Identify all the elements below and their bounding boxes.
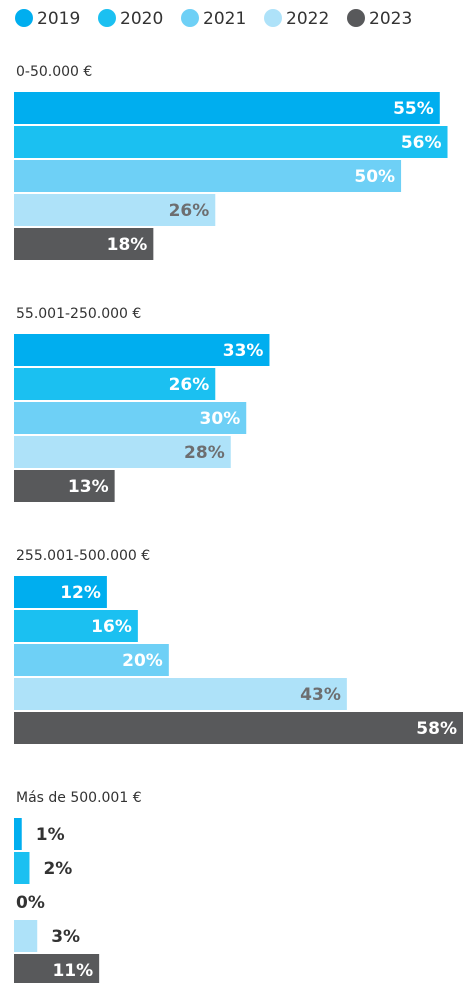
bar <box>14 954 100 983</box>
legend-label: 2023 <box>369 9 412 29</box>
legend-swatch <box>264 9 282 27</box>
value-label: 56% <box>401 133 442 153</box>
bar <box>14 852 30 884</box>
value-label: 16% <box>91 617 132 637</box>
legend-swatch <box>98 9 116 27</box>
bar <box>14 712 463 744</box>
bar <box>14 402 247 434</box>
category-label: 0-50.000 € <box>16 64 92 80</box>
value-label: 12% <box>60 583 101 603</box>
bar <box>14 368 216 400</box>
value-label: 0% <box>16 893 45 913</box>
value-label: 26% <box>169 375 210 395</box>
bar <box>14 126 448 158</box>
legend-label: 2022 <box>286 9 329 29</box>
bar <box>14 818 22 850</box>
legend-swatch <box>15 9 33 27</box>
bar <box>14 92 440 124</box>
value-label: 30% <box>200 409 241 429</box>
bar <box>14 920 38 952</box>
value-label: 26% <box>169 201 210 221</box>
value-label: 1% <box>36 825 65 845</box>
category-label: 55.001-250.000 € <box>16 306 141 322</box>
value-label: 58% <box>416 719 457 739</box>
value-label: 18% <box>107 235 148 255</box>
bar <box>14 644 169 676</box>
value-label: 11% <box>52 961 93 981</box>
bar <box>14 470 115 502</box>
legend-label: 2020 <box>120 9 163 29</box>
value-label: 13% <box>68 477 109 497</box>
value-label: 43% <box>300 685 341 705</box>
value-label: 50% <box>354 167 395 187</box>
legend-swatch <box>181 9 199 27</box>
bar <box>14 436 231 468</box>
bar <box>14 228 154 260</box>
legend-swatch <box>347 9 365 27</box>
value-label: 28% <box>184 443 225 463</box>
value-label: 33% <box>223 341 264 361</box>
value-label: 55% <box>393 99 434 119</box>
bar <box>14 610 138 642</box>
bar <box>14 576 107 608</box>
bar <box>14 334 270 366</box>
legend-label: 2019 <box>37 9 80 29</box>
legend-label: 2021 <box>203 9 246 29</box>
value-label: 3% <box>51 927 80 947</box>
value-label: 2% <box>43 859 72 879</box>
bar <box>14 678 347 710</box>
category-label: Más de 500.001 € <box>16 790 142 806</box>
bar <box>14 194 216 226</box>
bar <box>14 160 402 192</box>
category-label: 255.001-500.000 € <box>16 548 150 564</box>
value-label: 20% <box>122 651 163 671</box>
